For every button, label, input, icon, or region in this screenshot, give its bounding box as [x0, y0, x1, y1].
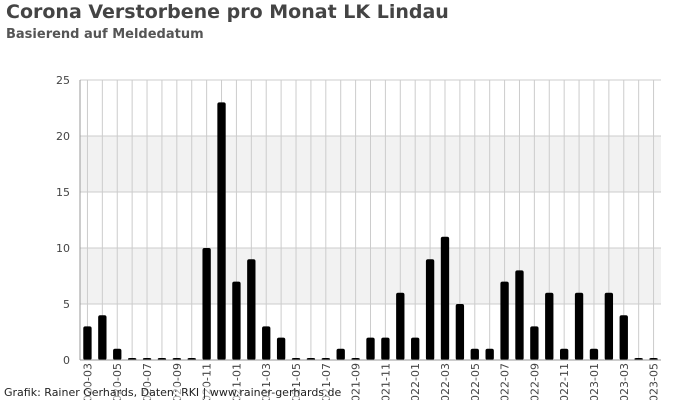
x-tick-label: 2021-11 — [379, 363, 392, 400]
y-tick-label: 25 — [56, 74, 70, 87]
bar — [589, 348, 599, 360]
bar — [530, 326, 539, 360]
bar — [574, 292, 584, 360]
bar — [500, 281, 509, 360]
x-tick-label: 2023-01 — [588, 363, 601, 400]
y-tick-label: 5 — [63, 298, 70, 311]
chart-subtitle: Basierend auf Meldedatum — [6, 27, 204, 42]
bar — [545, 292, 554, 360]
y-tick-label: 15 — [56, 186, 70, 199]
bar — [113, 348, 122, 360]
bar — [425, 259, 435, 360]
bar — [217, 102, 226, 361]
x-tick-label: 2021-09 — [350, 363, 363, 400]
x-tick-label: 2023-03 — [618, 363, 631, 400]
y-tick-label: 20 — [56, 130, 70, 143]
y-tick-label: 0 — [63, 354, 70, 367]
bar — [276, 337, 286, 360]
bar — [559, 348, 569, 360]
bar — [470, 348, 479, 360]
bar — [515, 270, 524, 360]
bar — [455, 304, 465, 360]
bar — [619, 315, 628, 360]
bar — [83, 326, 92, 360]
bar — [336, 348, 345, 360]
credit-line: Grafik: Rainer Gerhards, Daten: RKI | ww… — [4, 386, 342, 399]
bar — [202, 248, 211, 360]
bar — [262, 326, 271, 360]
x-tick-label: 2022-07 — [499, 363, 512, 400]
x-tick-label: 2022-03 — [439, 363, 452, 400]
x-tick-label: 2022-09 — [528, 363, 541, 400]
bar — [440, 236, 450, 360]
x-tick-label: 2022-05 — [469, 363, 482, 400]
bar — [232, 281, 241, 360]
bar — [411, 337, 420, 360]
chart-title: Corona Verstorbene pro Monat LK Lindau — [6, 1, 449, 23]
y-tick-label: 10 — [56, 242, 70, 255]
bar — [396, 292, 405, 360]
x-tick-label: 2023-05 — [648, 363, 661, 400]
bar — [366, 337, 375, 360]
bar — [98, 315, 107, 360]
x-tick-label: 2022-01 — [409, 363, 422, 400]
bar — [381, 337, 390, 360]
bar — [485, 348, 494, 360]
bar — [247, 259, 256, 360]
bar — [604, 292, 614, 360]
x-tick-label: 2022-11 — [558, 363, 571, 400]
